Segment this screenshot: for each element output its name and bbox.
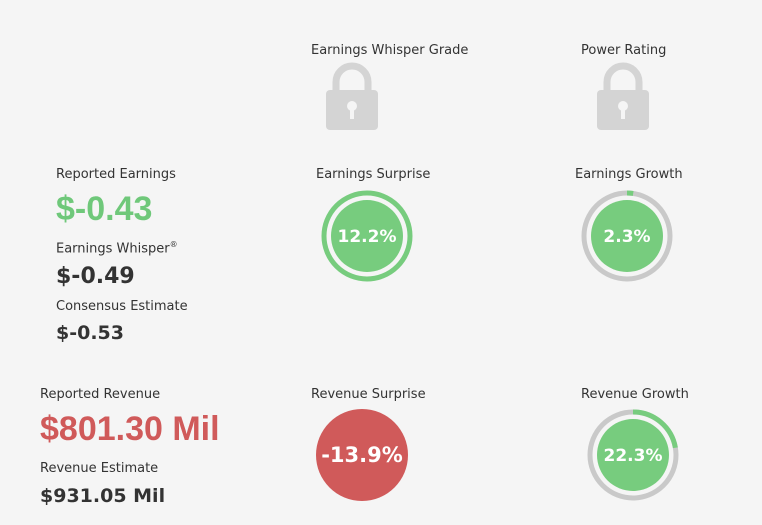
earnings-whisper-label: Earnings Whisper® (56, 240, 178, 257)
whisper-grade-label: Earnings Whisper Grade (311, 43, 469, 58)
earnings-growth-ring: 2.3% (580, 189, 674, 287)
earnings-growth-label: Earnings Growth (575, 167, 683, 182)
reported-revenue-value: $801.30 Mil (40, 410, 220, 448)
earnings-whisper-value: $-0.49 (56, 264, 135, 289)
revenue-growth-value: 22.3% (604, 446, 663, 466)
earnings-surprise-value: 12.2% (338, 227, 397, 247)
consensus-estimate-label: Consensus Estimate (56, 299, 188, 314)
revenue-estimate-value: $931.05 Mil (40, 485, 166, 507)
revenue-growth-label: Revenue Growth (581, 387, 689, 402)
revenue-estimate-label: Revenue Estimate (40, 461, 159, 476)
earnings-growth-value: 2.3% (603, 227, 650, 247)
reported-revenue-label: Reported Revenue (40, 387, 161, 402)
revenue-surprise-label: Revenue Surprise (311, 387, 426, 402)
lock-icon (322, 62, 382, 136)
revenue-growth-arc (632, 409, 678, 449)
power-rating-label: Power Rating (581, 43, 667, 58)
reported-earnings-label: Reported Earnings (56, 167, 176, 182)
lock-icon (593, 62, 653, 136)
revenue-surprise-value: -13.9% (321, 443, 403, 467)
earnings-surprise-ring: 12.2% (320, 189, 414, 287)
earnings-surprise-label: Earnings Surprise (316, 167, 431, 182)
revenue-growth-ring: 22.3% (586, 408, 680, 506)
revenue-surprise-circle: -13.9% (315, 408, 409, 506)
consensus-estimate-value: $-0.53 (56, 322, 124, 344)
reported-earnings-value: $-0.43 (56, 190, 153, 228)
